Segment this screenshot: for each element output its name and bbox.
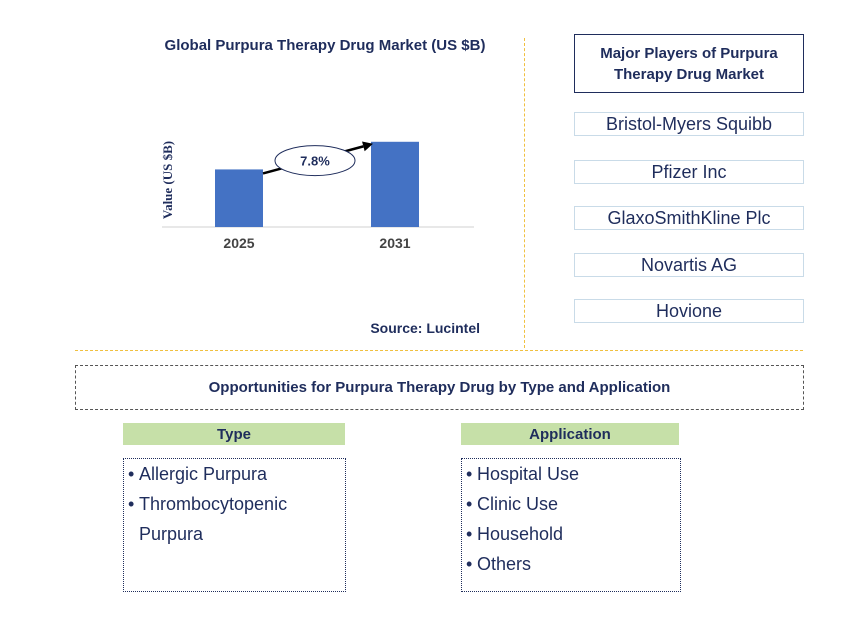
- type-list: • Allergic Purpura • Thrombocytopenic Purpu…: [123, 458, 346, 592]
- y-axis-label: Value (US $B): [160, 141, 175, 219]
- opportunities-title: Opportunities for Purpura Therapy Drug b…: [75, 365, 804, 410]
- player-item: Pfizer Inc: [574, 160, 804, 184]
- bar-chart: Value (US $B) 2025 2031 7.8%: [160, 141, 474, 251]
- application-item: • Clinic Use: [466, 494, 559, 514]
- player-item: GlaxoSmithKline Plc: [574, 206, 804, 230]
- player-item: Hovione: [574, 299, 804, 323]
- player-item: Bristol-Myers Squibb: [574, 112, 804, 136]
- type-item: • Thrombocytopenic Purpura: [128, 494, 288, 544]
- horizontal-divider: [75, 350, 803, 351]
- players-title: Major Players of Purpura Therapy Drug Ma…: [574, 34, 804, 93]
- application-item: • Others: [466, 554, 532, 574]
- x-tick-label: 2031: [379, 235, 410, 251]
- type-item: • Allergic Purpura: [128, 464, 268, 484]
- source-note: Source: Lucintel: [370, 320, 480, 336]
- application-list: • Hospital Use • Clinic Use • Household • Ot…: [461, 458, 681, 592]
- cagr-arrow-head: [362, 141, 373, 152]
- cagr-label: 7.8%: [300, 154, 330, 169]
- type-heading: Type: [123, 423, 345, 445]
- vertical-divider: [524, 38, 525, 348]
- application-item: • Hospital Use: [466, 464, 580, 484]
- x-tick-label: 2025: [223, 235, 254, 251]
- cagr-annotation: 7.8%: [262, 141, 373, 177]
- bar-2025: [215, 169, 263, 227]
- player-item: Novartis AG: [574, 253, 804, 277]
- chart-title: Global Purpura Therapy Drug Market (US $…: [164, 37, 486, 54]
- cagr-bubble: [274, 145, 356, 177]
- bar-2031: [371, 141, 419, 227]
- application-heading: Application: [461, 423, 679, 445]
- application-item: • Household: [466, 524, 564, 544]
